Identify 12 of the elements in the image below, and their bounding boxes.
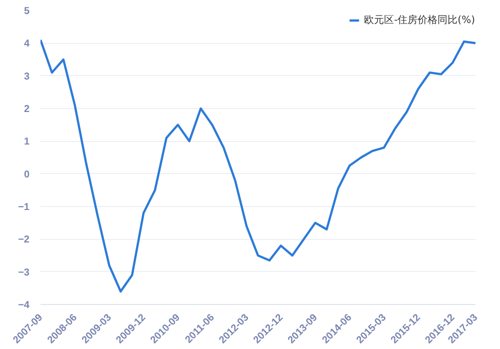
- y-tick-label: −2: [18, 234, 30, 246]
- line-series: [40, 38, 476, 293]
- y-tick-label: 1: [24, 136, 30, 148]
- y-tick-label: 0: [24, 169, 30, 180]
- y-tick-label: −4: [18, 300, 30, 311]
- y-tick-label: 2: [24, 104, 30, 115]
- y-tick-label: 3: [24, 71, 30, 82]
- y-tick-label: 5: [24, 6, 30, 17]
- y-tick-label: −3: [18, 267, 30, 278]
- y-tick-label: 4: [24, 38, 30, 50]
- y-tick-label: −1: [18, 202, 30, 213]
- legend-label: 欧元区-住房价格同比(%): [364, 14, 475, 27]
